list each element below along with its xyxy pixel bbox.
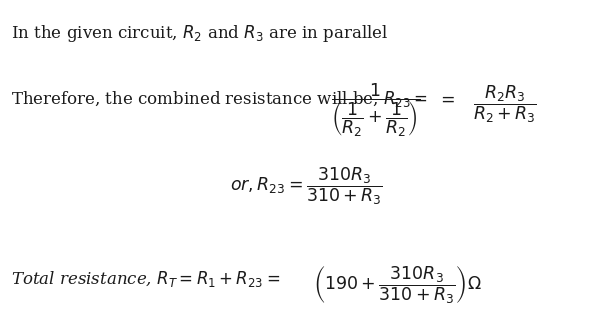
Text: $\dfrac{R_2 R_3}{R_2 + R_3}$: $\dfrac{R_2 R_3}{R_2 + R_3}$ — [473, 83, 537, 125]
Text: $or, R_{23}=\dfrac{310R_3}{310+R_3}$: $or, R_{23}=\dfrac{310R_3}{310+R_3}$ — [230, 166, 384, 207]
Text: Total resistance, $R_T = R_1 + R_{23}=$: Total resistance, $R_T = R_1 + R_{23}=$ — [11, 269, 280, 289]
Text: $\dfrac{1}{\left(\dfrac{1}{R_2}+\dfrac{1}{R_2}\right)}$: $\dfrac{1}{\left(\dfrac{1}{R_2}+\dfrac{1… — [331, 82, 420, 139]
Text: Therefore, the combined resistance will be, $R_{23}=$: Therefore, the combined resistance will … — [11, 89, 427, 109]
Text: $=$: $=$ — [437, 90, 456, 108]
Text: In the given circuit, $R_2$ and $R_3$ are in parallel: In the given circuit, $R_2$ and $R_3$ ar… — [11, 22, 388, 44]
Text: $\left(190+\dfrac{310R_3}{310+R_3}\right)\Omega$: $\left(190+\dfrac{310R_3}{310+R_3}\right… — [313, 265, 482, 306]
